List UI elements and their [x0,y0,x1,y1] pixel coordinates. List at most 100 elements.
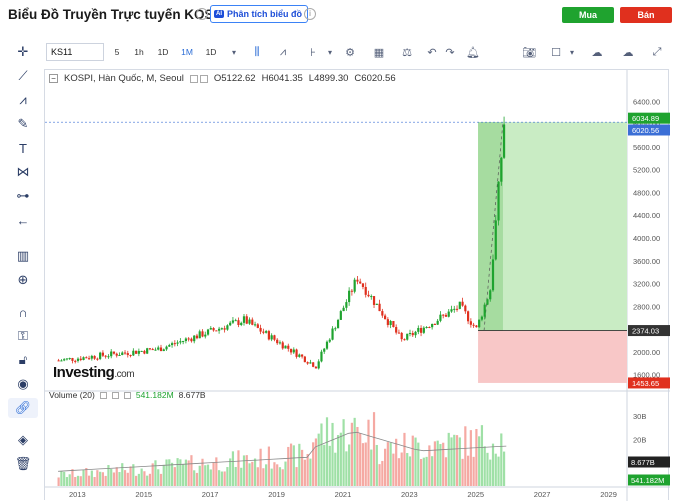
layers-icon[interactable]: ◈ [18,432,28,447]
tf-1d-dropdown[interactable]: 1D [205,47,217,57]
price-legend: − KOSPI, Hàn Quốc, M, Seoul O5122.62 H60… [49,73,396,84]
time-tick-label: 2021 [335,490,352,499]
volume-bar [198,465,201,486]
volume-label: 541.182M [631,476,664,485]
trash-icon[interactable]: 🗑︎ [14,456,32,471]
analyze-chart-button[interactable]: AI Phân tích biểu đồ [210,5,309,23]
projection-line [483,122,504,331]
vol-close-icon[interactable] [123,391,131,399]
brush-icon[interactable]: ✎ [17,116,29,131]
candle [121,352,124,355]
volume-bar [85,468,88,486]
line-chart-icon[interactable]: ⩘ [279,45,287,58]
price-chart-svg[interactable]: 6400.006000.005600.005200.004800.004400.… [45,70,670,501]
analyze-info-icon[interactable]: i [304,8,316,20]
eye-icon[interactable]: ◉ [17,376,29,391]
candle [135,350,138,354]
vol-settings-icon[interactable] [99,391,107,399]
tf-5[interactable]: 5 [114,47,120,57]
volume-bar [151,463,154,486]
alert-icon[interactable]: 🔔︎ [466,46,480,59]
sell-button[interactable]: Bán [620,7,672,23]
volume-bar [442,442,445,486]
candle [334,328,337,330]
magnet-icon[interactable]: ∩ [18,304,28,320]
candle [212,328,215,331]
fullscreen-icon[interactable]: ⤢ [652,45,662,58]
candle [190,338,193,342]
volume-bar [450,437,453,486]
candle [151,349,154,351]
close-square-icon[interactable] [199,74,208,83]
measure-icon[interactable]: ⊶ [16,188,30,203]
volume-bar [126,472,129,486]
candle [384,315,387,320]
volume-bar [170,462,174,486]
crosshair-icon[interactable]: ✛ [17,44,29,59]
back-arrow-icon[interactable]: ← [16,212,30,228]
volume-bar [281,469,284,486]
chevron-down-icon[interactable]: ▾ [231,47,236,57]
bars-icon[interactable]: ⊦ [310,46,316,59]
volume-bar [403,432,406,486]
volume-bar [284,461,287,486]
candle [278,342,282,344]
volume-bar [475,428,478,486]
camera-icon[interactable]: 📷︎ [522,46,536,59]
volume-bar [464,426,467,486]
candle [325,341,329,349]
volume-bar [386,442,389,486]
volume-bar [157,469,160,486]
vol-hide-icon[interactable] [111,391,119,399]
volume-bar [361,443,365,486]
chart-area[interactable]: 6400.006000.005600.005200.004800.004400.… [44,69,670,501]
zoom-in-icon[interactable]: ⊕ [17,272,29,287]
settings-square-icon[interactable] [189,74,198,83]
ruler-icon[interactable]: ▥ [16,248,30,263]
layout-dropdown-icon[interactable]: ▾ [569,47,574,57]
chart-type-dropdown-icon[interactable]: ▾ [327,47,332,57]
volume-bar [68,474,71,486]
volume-bar [314,438,318,486]
volume-bar [472,456,475,486]
tf-1h[interactable]: 1h [134,47,144,57]
tf-1d[interactable]: 1D [157,47,169,57]
volume-bar [262,468,265,486]
candle [170,343,174,346]
info-icon[interactable]: i [196,8,208,20]
undo-icon[interactable]: ↶ [427,46,437,59]
ohlc-low: L4899.30 [308,73,349,84]
candle [146,348,149,354]
indicators-icon[interactable]: ▦ [373,46,385,59]
layout-icon[interactable]: ☐ [551,46,561,59]
compare-icon[interactable]: ⚖ [402,46,412,59]
candle [79,358,82,360]
volume-legend: Volume (20) 541.182M 8.677B [49,390,206,400]
collapse-icon[interactable]: − [49,74,58,83]
investing-logo: Investing.com [53,364,135,381]
buy-button[interactable]: Mua [562,7,614,23]
redo-icon[interactable]: ↷ [445,46,455,59]
volume-bar [367,419,370,486]
lock-draw-icon[interactable]: ⚿ [18,328,28,343]
cloud-upload-icon[interactable]: ☁ [622,46,634,59]
symbol-input[interactable]: KS11 [46,43,104,61]
pattern-icon[interactable]: ⋈ [16,164,30,179]
settings-icon[interactable]: ⚙ [345,46,355,59]
candle [129,355,132,357]
fib-icon[interactable]: ⩘ [19,92,27,107]
volume-bar [137,473,140,486]
volume-bar [328,445,331,486]
tf-1m[interactable]: 1M [181,47,193,57]
candle [240,322,243,326]
text-icon[interactable]: T [19,140,27,156]
price-label-box [628,124,670,136]
cloud-download-icon[interactable]: ☁ [591,46,603,59]
candle [381,311,384,316]
trendline-icon[interactable]: ⟋ [18,68,28,83]
candle [273,335,276,340]
candle [417,327,420,332]
link-icon[interactable]: 🔗︎ [8,398,38,418]
unlock-icon[interactable]: 🔓︎ [18,352,28,367]
candles-icon[interactable]: ⫼ [254,45,260,58]
